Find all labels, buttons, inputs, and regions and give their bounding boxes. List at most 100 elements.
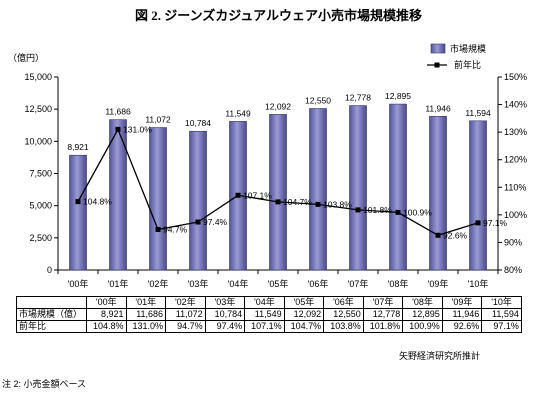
bar-value-label: 11,549: [225, 108, 251, 118]
table-cell: 101.8%: [362, 320, 404, 333]
bar: [389, 103, 407, 271]
y-tick-label: 5,000: [29, 201, 52, 211]
line-value-label: 103.8%: [323, 199, 352, 209]
line-value-label: 100.9%: [403, 207, 432, 217]
table-header-row: '00年 '01年 '02年 '03年 '04年 '05年 '06年 '07年 '08年 '09年…: [16, 296, 522, 309]
bar-value-label: 11,686: [105, 107, 131, 117]
x-tick-label: '02年: [148, 278, 169, 289]
y2-tick-label: 150%: [504, 72, 527, 82]
table-cell: 97.4%: [204, 320, 246, 333]
y-tick-label: 2,500: [29, 233, 52, 243]
chart: （億円） 0 2,500 5,000 7,500 10,000 12,500 15,000 8…: [8, 43, 527, 289]
table-cell: 131.0%: [125, 320, 167, 333]
y-tick-label: 7,500: [29, 169, 52, 179]
chart-title: 図 2. ジーンズカジュアルウェア小売市場規模推移: [134, 8, 423, 23]
line-marker: [235, 192, 241, 198]
bar: [429, 115, 447, 271]
table-header-cell: '01年: [125, 296, 167, 309]
table-cell: 104.8%: [86, 320, 127, 333]
table-header-cell: '04年: [244, 296, 285, 309]
line-marker: [435, 232, 441, 238]
y2-tick-label: 80%: [504, 265, 522, 275]
bar-value-label: 11,594: [465, 108, 491, 118]
legend-label-yoy: 前年比: [454, 59, 481, 70]
table-cell: 11,072: [165, 308, 206, 321]
table-corner-cell: [16, 296, 87, 309]
table-cell: 11,946: [441, 308, 483, 321]
table-cell: 12,895: [402, 308, 443, 321]
y2-tick-label: 90%: [504, 237, 522, 247]
source-note: 矢野経済研究所推計: [399, 351, 481, 361]
line-marker: [195, 219, 201, 225]
bar: [189, 130, 207, 271]
table-header-cell: '06年: [323, 296, 364, 309]
line-marker: [115, 126, 121, 132]
line-marker: [75, 199, 81, 205]
table-cell: 11,686: [125, 308, 167, 321]
bar: [69, 154, 87, 271]
table-cell: 8,921: [86, 308, 127, 321]
bar-value-label: 10,784: [185, 118, 211, 128]
x-tick-label: '04年: [228, 278, 249, 289]
x-tick-label: '00年: [68, 278, 89, 289]
bar: [309, 108, 327, 271]
table-header-cell: '10年: [481, 296, 522, 309]
y2-tick-label: 110%: [504, 182, 526, 192]
table-cell: 100.9%: [402, 320, 443, 333]
line-series: [75, 126, 481, 238]
line-marker: [475, 220, 481, 226]
line-value-label: 104.7%: [283, 197, 312, 207]
table-header-cell: '05年: [283, 296, 325, 309]
y2-tick-label: 100%: [504, 210, 527, 220]
y2-tick-label: 130%: [504, 127, 527, 137]
table-cell: 11,549: [244, 308, 285, 321]
bar-value-label: 11,946: [425, 103, 451, 113]
table-cell: 12,550: [323, 308, 364, 321]
table-header-cell: '09年: [441, 296, 483, 309]
table-cell: 97.1%: [481, 320, 522, 333]
table-cell: 11,594: [481, 308, 522, 321]
line-value-label: 104.8%: [83, 197, 112, 207]
line-value-label: 107.1%: [243, 190, 272, 200]
line-value-label: 92.6%: [443, 230, 468, 240]
y-tick-label: 10,000: [24, 136, 52, 146]
line-marker: [355, 207, 361, 213]
table-row: 前年比 104.8% 131.0% 94.7% 97.4% 107.1% 104.7% 103…: [16, 320, 522, 333]
table-header-cell: '03年: [204, 296, 246, 309]
bar-value-label: 12,092: [265, 101, 291, 111]
legend-marker-swatch: [434, 62, 440, 68]
chart-axes: 0 2,500 5,000 7,500 10,000 12,500 15,000 80% 90%…: [24, 72, 527, 289]
y-tick-label: 15,000: [24, 72, 52, 82]
bar-value-label: 8,921: [67, 142, 89, 152]
table-row: 市場規模（億） 8,921 11,686 11,072 10,784 11,549 12,0…: [16, 308, 522, 321]
bar: [269, 114, 287, 271]
y2-tick-label: 120%: [504, 155, 527, 165]
x-tick-label: '01年: [108, 278, 129, 289]
data-labels: 8,921 11,686 11,072 10,784 11,549 12,092 12,55…: [67, 91, 507, 240]
x-tick-label: '06年: [308, 278, 329, 289]
line-value-label: 97.1%: [483, 218, 508, 228]
bar: [149, 127, 167, 271]
bar-value-label: 12,550: [305, 96, 331, 106]
table-cell: 107.1%: [244, 320, 285, 333]
x-tick-label: '10年: [468, 278, 489, 289]
x-tick-label: '08年: [388, 278, 409, 289]
table-header-cell: '08年: [402, 296, 443, 309]
legend-label-market-size: 市場規模: [450, 43, 486, 54]
y-axis-label: （億円）: [8, 52, 44, 63]
table-cell: 12,092: [283, 308, 325, 321]
table-cell: 10,784: [204, 308, 246, 321]
footnote: 注 2: 小売金額ベース: [2, 379, 87, 389]
x-tick-label: '03年: [188, 278, 209, 289]
table-cell: 12,778: [362, 308, 404, 321]
bar: [469, 120, 487, 271]
table-cell: 103.8%: [323, 320, 364, 333]
x-tick-label: '05年: [268, 278, 289, 289]
table-header-cell: '00年: [86, 296, 127, 309]
line-value-label: 97.4%: [203, 217, 228, 227]
y-tick-label: 12,500: [24, 104, 52, 114]
bar-value-label: 12,778: [345, 93, 371, 103]
table-row-label: 前年比: [16, 320, 87, 333]
data-table: '00年 '01年 '02年 '03年 '04年 '05年 '06年 '07年 '08年 '09年…: [16, 296, 522, 333]
table-header-cell: '07年: [362, 296, 404, 309]
